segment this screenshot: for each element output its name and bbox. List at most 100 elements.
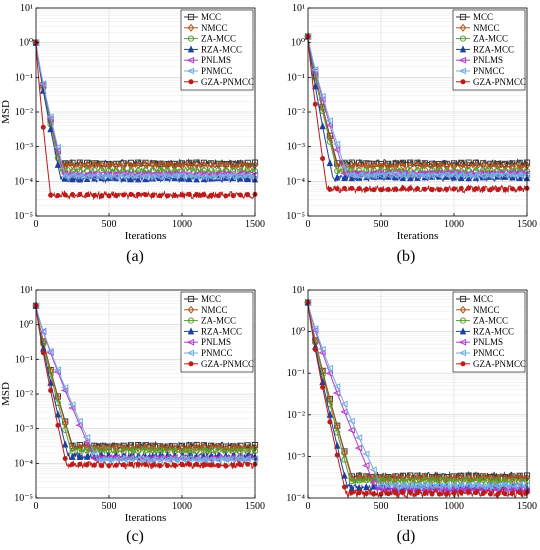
data-point bbox=[157, 193, 163, 199]
legend-marker bbox=[187, 35, 195, 42]
data-point bbox=[98, 161, 105, 170]
data-point bbox=[62, 455, 68, 461]
data-point bbox=[420, 482, 428, 490]
y-tick-label: 10⁰ bbox=[291, 38, 305, 49]
data-point bbox=[500, 481, 509, 489]
legend-label: ZA-MCC bbox=[473, 34, 508, 44]
data-point bbox=[318, 92, 326, 100]
data-point bbox=[54, 160, 62, 168]
series-gza-pnmcc bbox=[33, 40, 258, 201]
series-pnmcc bbox=[31, 302, 259, 465]
data-point bbox=[363, 186, 369, 192]
data-point bbox=[163, 173, 171, 180]
y-tick-label: 10⁻¹ bbox=[15, 72, 33, 83]
data-point bbox=[420, 172, 428, 180]
data-point bbox=[325, 364, 333, 372]
data-point bbox=[466, 185, 472, 191]
legend-label: GZA-PNMCC bbox=[473, 359, 526, 369]
data-point bbox=[177, 172, 186, 179]
data-point bbox=[53, 366, 61, 374]
data-point bbox=[60, 384, 69, 391]
data-point bbox=[509, 173, 516, 181]
legend-marker bbox=[187, 305, 195, 314]
data-point bbox=[82, 433, 91, 441]
data-point bbox=[473, 186, 479, 192]
data-point bbox=[508, 171, 516, 178]
data-point bbox=[509, 474, 516, 483]
data-point bbox=[421, 476, 428, 484]
data-point bbox=[55, 422, 61, 428]
data-point bbox=[76, 175, 84, 183]
y-tick-label: 10¹ bbox=[292, 3, 305, 14]
legend-marker bbox=[186, 349, 195, 357]
y-tick-label: 10⁻⁵ bbox=[286, 211, 305, 222]
legend-marker bbox=[459, 13, 467, 21]
x-tick-label: 1000 bbox=[444, 219, 464, 230]
data-point bbox=[376, 172, 385, 179]
data-point bbox=[332, 146, 341, 154]
y-tick-label: 10⁻¹ bbox=[287, 368, 305, 379]
data-point bbox=[111, 172, 120, 180]
data-point bbox=[413, 482, 421, 490]
x-tick-label: 500 bbox=[102, 501, 117, 512]
legend-label: NMCC bbox=[473, 305, 500, 315]
data-point bbox=[516, 159, 523, 166]
data-point bbox=[134, 160, 142, 169]
legend-marker bbox=[188, 361, 194, 367]
legend-marker bbox=[459, 45, 467, 53]
data-point bbox=[436, 187, 442, 193]
data-point bbox=[222, 444, 230, 453]
x-tick-label: 500 bbox=[102, 219, 117, 230]
data-point bbox=[40, 350, 46, 356]
legend-marker bbox=[187, 45, 195, 53]
data-point bbox=[456, 171, 465, 178]
data-point bbox=[148, 456, 156, 464]
data-point bbox=[495, 491, 501, 497]
data-point bbox=[61, 440, 69, 448]
legend-label: RZA-MCC bbox=[201, 326, 242, 336]
data-point bbox=[312, 101, 318, 107]
data-point bbox=[206, 173, 215, 181]
data-point bbox=[414, 167, 421, 174]
data-point bbox=[134, 175, 142, 183]
y-tick-label: 10⁻³ bbox=[15, 142, 33, 153]
data-point bbox=[216, 193, 222, 199]
y-tick-label: 10⁻¹ bbox=[287, 72, 305, 83]
data-point bbox=[68, 172, 76, 179]
data-point bbox=[376, 485, 385, 493]
data-point bbox=[150, 192, 156, 198]
data-point bbox=[312, 346, 318, 352]
legend-marker bbox=[458, 56, 467, 64]
legend-marker bbox=[186, 338, 195, 346]
y-tick-label: 10⁻² bbox=[287, 410, 305, 421]
data-point bbox=[172, 462, 178, 468]
data-point bbox=[465, 159, 472, 166]
data-point bbox=[193, 160, 200, 169]
data-point bbox=[428, 161, 436, 170]
data-point bbox=[348, 174, 356, 182]
data-point bbox=[414, 159, 421, 166]
data-point bbox=[429, 491, 435, 497]
data-point bbox=[135, 461, 141, 467]
y-tick-label: 10⁻² bbox=[15, 107, 33, 118]
legend-label: MCC bbox=[201, 12, 221, 22]
data-point bbox=[62, 426, 69, 434]
data-point bbox=[376, 482, 385, 489]
data-point bbox=[369, 466, 377, 474]
data-point bbox=[371, 491, 377, 497]
data-point bbox=[53, 143, 61, 151]
data-point bbox=[435, 172, 443, 179]
data-point bbox=[150, 462, 156, 468]
data-point bbox=[319, 122, 326, 130]
data-point bbox=[40, 124, 46, 130]
data-point bbox=[143, 192, 149, 198]
series-gza-pnmcc bbox=[305, 34, 530, 195]
legend-marker bbox=[186, 56, 195, 64]
legend-label: GZA-PNMCC bbox=[473, 77, 526, 87]
legend-marker bbox=[186, 67, 195, 75]
x-tick-label: 0 bbox=[34, 219, 39, 230]
data-point bbox=[478, 482, 487, 490]
legend-label: ZA-MCC bbox=[201, 316, 236, 326]
legend-label: PNMCC bbox=[201, 66, 233, 76]
data-point bbox=[354, 434, 363, 442]
